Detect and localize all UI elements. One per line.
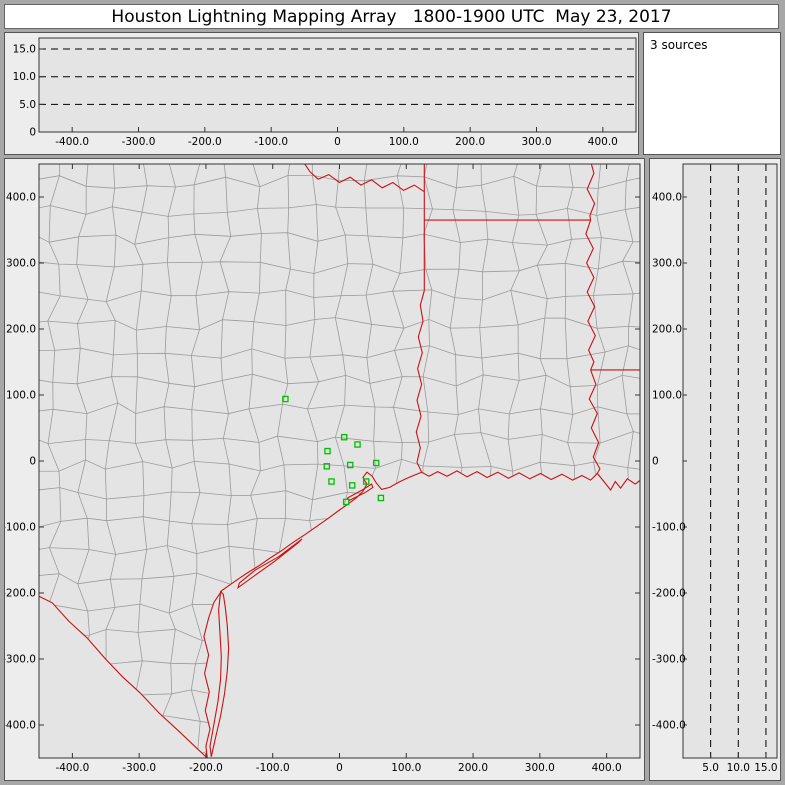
station-marker (354, 441, 361, 448)
station-marker (328, 478, 335, 485)
alt-ns-plot-area[interactable] (683, 164, 777, 758)
station-marker (372, 459, 380, 467)
alt-ew-plot[interactable]: -400.0 -300.0 -200.0 -100.0 0 100.0 200.0 300.0… (5, 33, 638, 154)
x-tick-label: -100.0 (256, 762, 290, 774)
y-tick-label: -400.0 (5, 720, 36, 732)
county-col-line (190, 164, 205, 758)
y-tick-label: 300.0 (6, 258, 36, 270)
alt-tick-label: 10.0 (727, 762, 750, 774)
x-tick-label: 100.0 (391, 762, 421, 774)
y-tick-label: -300.0 (652, 654, 686, 666)
sources-count-label: 3 sources (650, 38, 708, 52)
x-tick-label: -400.0 (55, 762, 89, 774)
alt-ns-plot[interactable]: 5.0 10.0 15.0 400.0 300.0 200.0 100.0 0 -100.0 -2… (650, 159, 780, 780)
county-col-line (162, 164, 176, 758)
y-tick-label: 200.0 (652, 324, 682, 336)
station-marker (346, 461, 354, 469)
y-tick-label: 0 (29, 456, 36, 468)
plan-view-plot[interactable]: -400.0 -300.0 -200.0 -100.0 0 100.0 200.0 300.0… (5, 159, 644, 780)
plan-view-map-panel[interactable]: -400.0 -300.0 -200.0 -100.0 0 100.0 200.0 300.0… (4, 158, 645, 781)
county-col-line (134, 164, 148, 758)
x-tick-label: -200.0 (188, 136, 222, 148)
y-tick-label: -100.0 (5, 522, 36, 534)
station-marker (340, 433, 348, 441)
y-tick-label: 0 (652, 456, 659, 468)
station-marker (323, 463, 331, 470)
x-tick-label: -400.0 (55, 136, 89, 148)
x-tick-label: 200.0 (455, 136, 485, 148)
x-tick-label: -300.0 (122, 136, 156, 148)
y-tick-label: -300.0 (5, 654, 36, 666)
altitude-vs-eastwest-panel[interactable]: -400.0 -300.0 -200.0 -100.0 0 100.0 200.0 300.0… (4, 32, 639, 155)
alt-ew-plot-area[interactable] (39, 38, 636, 132)
red-river-border (304, 164, 425, 193)
state-borders (39, 164, 640, 758)
mississippi-river (585, 164, 596, 371)
y-tick-label: -200.0 (652, 588, 686, 600)
altitude-vs-northsouth-panel[interactable]: 5.0 10.0 15.0 400.0 300.0 200.0 100.0 0 -100.0 -2… (649, 158, 781, 781)
padre-island (209, 590, 230, 757)
y-tick-label: -100.0 (652, 522, 686, 534)
station-marker (282, 395, 289, 403)
lma-stations (282, 395, 385, 506)
window-title: Houston Lightning Mapping Array 1800-190… (111, 6, 672, 27)
y-tick-label: 400.0 (652, 192, 682, 204)
alt-tick-label: 5.0 (19, 99, 36, 111)
map-plot-area[interactable] (39, 164, 640, 758)
mississippi-river-lower (588, 369, 601, 474)
galveston-island (346, 483, 374, 502)
county-row-line (21, 159, 644, 160)
x-tick-label: 200.0 (458, 762, 488, 774)
y-tick-label: 400.0 (6, 192, 36, 204)
x-tick-label: 100.0 (389, 136, 419, 148)
x-tick-label: -200.0 (189, 762, 223, 774)
x-tick-label: 300.0 (521, 136, 551, 148)
alt-ew-ticks (39, 48, 604, 133)
x-tick-label: 0 (334, 136, 341, 148)
alt-tick-label: 0 (29, 127, 36, 139)
x-tick-label: 400.0 (588, 136, 618, 148)
coastline (203, 470, 640, 758)
alt-tick-label: 15.0 (754, 762, 777, 774)
station-marker (324, 447, 331, 455)
altitude-dashed-lines (710, 164, 767, 758)
map-ticks (39, 164, 640, 758)
x-tick-label: -100.0 (254, 136, 288, 148)
y-tick-label: 100.0 (6, 390, 36, 402)
y-tick-label: 300.0 (652, 258, 682, 270)
rio-grande (39, 595, 208, 758)
y-tick-label: -200.0 (5, 588, 36, 600)
x-tick-label: 400.0 (592, 762, 622, 774)
alt-tick-label: 10.0 (13, 71, 36, 83)
alt-tick-label: 15.0 (13, 44, 36, 56)
station-marker (362, 478, 370, 485)
sources-histogram-panel[interactable]: 3 sources (643, 32, 781, 155)
y-tick-label: 200.0 (6, 324, 36, 336)
station-marker (377, 494, 385, 502)
x-tick-label: 0 (336, 762, 343, 774)
x-tick-label: 300.0 (525, 762, 555, 774)
x-tick-label: -300.0 (122, 762, 156, 774)
station-marker (348, 482, 356, 489)
y-tick-label: 100.0 (652, 390, 682, 402)
station-marker (342, 498, 350, 506)
alt-tick-label: 5.0 (702, 762, 719, 774)
altitude-dashed-lines (39, 48, 636, 105)
sabine-river-border (415, 290, 425, 473)
matagorda-island (237, 538, 303, 590)
title-bar: Houston Lightning Mapping Array 1800-190… (4, 4, 779, 29)
alt-ns-ticks (683, 196, 767, 758)
y-tick-label: -400.0 (652, 720, 686, 732)
